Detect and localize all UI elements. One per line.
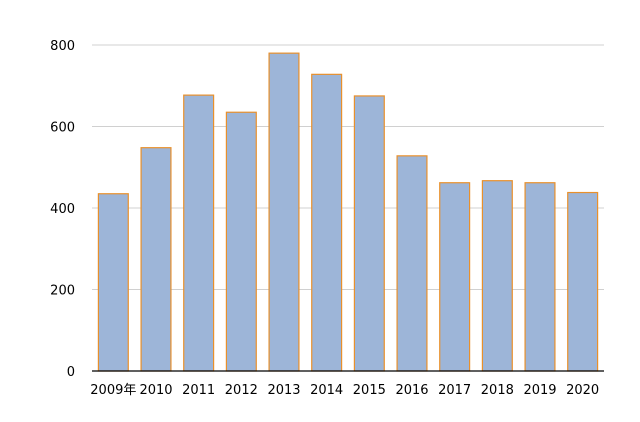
bar xyxy=(140,147,172,372)
bar xyxy=(481,180,513,372)
bar xyxy=(396,155,428,372)
bar xyxy=(524,182,556,372)
x-tick-label: 2013 xyxy=(267,383,300,398)
bars xyxy=(97,52,599,372)
y-tick-label: 400 xyxy=(50,202,75,217)
x-tick-label: 2016 xyxy=(395,383,428,398)
x-tick-label: 2012 xyxy=(225,383,258,398)
bar xyxy=(353,95,385,372)
x-tick-label: 2018 xyxy=(481,383,514,398)
x-tick-label: 2015 xyxy=(353,383,386,398)
bar xyxy=(311,73,343,372)
x-tick-labels: 2009年 2010 2011 2012 2013 2014 2015 2016 2017 201… xyxy=(90,383,599,398)
bar xyxy=(225,111,257,372)
y-tick-label: 200 xyxy=(50,284,75,299)
bar xyxy=(567,191,599,372)
y-tick-labels: 0 200 400 600 800 xyxy=(50,39,75,380)
x-tick-label: 2010 xyxy=(139,383,172,398)
x-tick-label: 2019 xyxy=(523,383,556,398)
x-tick-label: 2017 xyxy=(438,383,471,398)
x-tick-label: 2011 xyxy=(182,383,215,398)
x-tick-label: 2009年 xyxy=(90,383,136,398)
bar xyxy=(183,94,215,372)
y-tick-label: 800 xyxy=(50,39,75,54)
bar xyxy=(268,52,300,372)
y-tick-label: 0 xyxy=(67,365,75,380)
bar xyxy=(97,193,129,372)
y-tick-label: 600 xyxy=(50,121,75,136)
gridlines xyxy=(92,44,604,290)
x-tick-label: 2014 xyxy=(310,383,343,398)
bar xyxy=(439,182,471,372)
x-tick-label: 2020 xyxy=(566,383,599,398)
